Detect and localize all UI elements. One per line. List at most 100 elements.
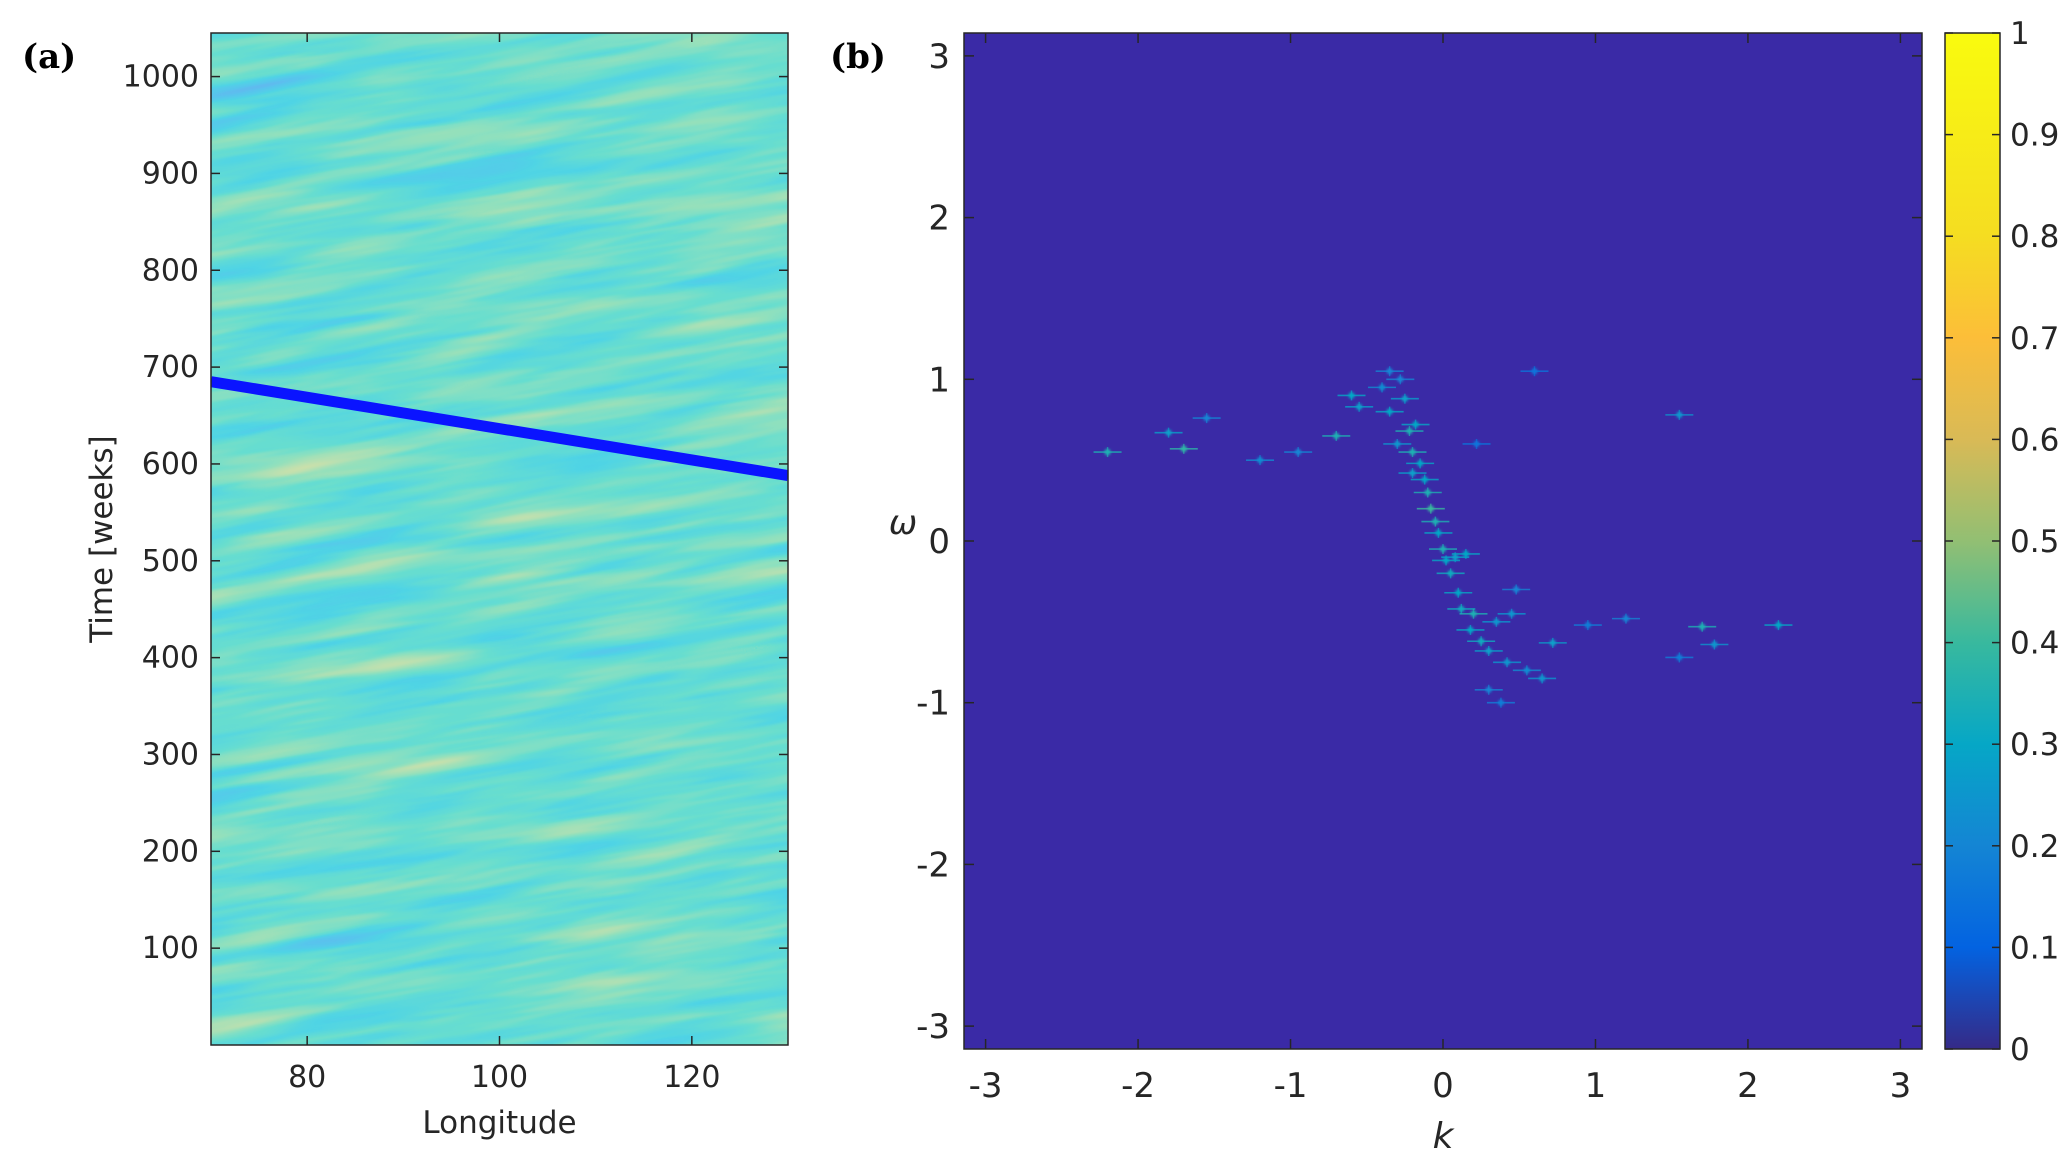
panel-b-y-tick-label: -1 <box>916 684 950 724</box>
spectral-peak <box>1401 419 1430 430</box>
colorbar-tick-label: 0.6 <box>2010 422 2059 458</box>
panel-a-y-tick-label: 700 <box>142 350 199 385</box>
panel-b-x-axis-label: k <box>1433 1116 1456 1157</box>
panel-a-y-axis-label: Time [weeks] <box>84 435 120 644</box>
spectral-peak <box>1764 620 1793 631</box>
panel-b-spectral-peaks <box>1093 366 1793 708</box>
panel-a-y-tick-label: 900 <box>142 156 199 191</box>
panel-a-y-tick-label: 800 <box>142 253 199 288</box>
panel-b-y-tick-label: 1 <box>928 360 950 400</box>
panel-b-spectrum: (b) -3 -2 -1 0 1 2 3 -3 -2 -1 0 1 2 3 k ω <box>830 32 1923 1157</box>
spectral-peak <box>1486 697 1515 708</box>
spectral-peak <box>1456 624 1485 635</box>
spectral-peak <box>1462 438 1491 449</box>
spectral-peak <box>1395 426 1424 437</box>
spectral-peak <box>1700 639 1729 650</box>
panel-a-label: (a) <box>22 37 76 77</box>
panel-b-y-tick-label: 0 <box>928 522 950 562</box>
panel-b-y-tick-label: 2 <box>928 199 950 239</box>
spectral-peak <box>1528 673 1557 684</box>
spectral-peak <box>1421 516 1450 527</box>
panel-a-x-tick-label: 80 <box>288 1060 326 1095</box>
spectral-peak <box>1383 438 1412 449</box>
spectral-peak <box>1482 616 1511 627</box>
panel-a-heatmap-field <box>211 33 788 1045</box>
spectral-peak <box>1398 447 1427 458</box>
spectral-peak <box>1345 401 1374 412</box>
colorbar-tick-label: 0.1 <box>2010 930 2059 966</box>
spectral-peak <box>1192 413 1221 424</box>
panel-a-overlay-line <box>211 376 788 481</box>
colorbar-tick-label: 0.7 <box>2010 321 2059 357</box>
panel-a-y-tick-label: 100 <box>142 931 199 966</box>
spectral-peak <box>1284 447 1313 458</box>
spectral-peak <box>1410 474 1439 485</box>
spectral-peak <box>1154 427 1183 438</box>
spectral-peak <box>1502 584 1531 595</box>
panel-a-x-axis-label: Longitude <box>422 1105 576 1141</box>
panel-b-x-tick-label: -2 <box>1121 1066 1155 1106</box>
panel-b-y-tick-label: 3 <box>928 37 950 77</box>
spectral-peak <box>1497 608 1526 619</box>
panel-b-y-ticks: -3 -2 -1 0 1 2 3 <box>916 37 1922 1047</box>
spectral-peak <box>1093 447 1122 458</box>
spectral-peak <box>1429 544 1457 555</box>
spectral-peak <box>1467 636 1496 647</box>
colorbar-tick-label: 0.9 <box>2010 118 2059 154</box>
colorbar-tick-label: 0.5 <box>2010 524 2059 560</box>
spectral-peak <box>1447 603 1476 614</box>
spectral-peak <box>1459 608 1488 619</box>
panel-a-x-ticks: 80 100 120 <box>288 33 720 1095</box>
panel-b-y-axis-label: ω <box>889 503 917 543</box>
panel-b-x-tick-label: 0 <box>1432 1066 1454 1106</box>
spectral-peak <box>1520 366 1549 377</box>
spectral-peak <box>1416 503 1445 514</box>
spectral-peak <box>1375 366 1404 377</box>
spectral-peak <box>1246 455 1275 466</box>
spectral-peak <box>1368 382 1397 393</box>
panel-b-heatmap-background <box>964 33 1922 1049</box>
spectral-peak <box>1169 443 1198 454</box>
spectral-peak <box>1386 374 1415 385</box>
colorbar-tick-label: 0.8 <box>2010 219 2059 255</box>
spectral-peak <box>1665 409 1694 420</box>
panel-b-y-tick-label: -3 <box>916 1007 950 1047</box>
panel-b-x-tick-label: -1 <box>1274 1066 1308 1106</box>
spectral-peak <box>1413 487 1442 498</box>
panel-b-label: (b) <box>830 37 886 77</box>
colorbar: 0 0.1 0.2 0.3 0.4 0.5 0.6 0.7 0.8 0.9 1 <box>1944 16 2059 1068</box>
panel-a-y-tick-label: 300 <box>142 737 199 772</box>
panel-a-x-tick-label: 120 <box>663 1060 720 1095</box>
spectral-peak <box>1512 665 1541 676</box>
spectral-peak <box>1444 587 1473 598</box>
panel-a-y-tick-label: 400 <box>142 641 199 676</box>
panel-b-x-tick-label: 1 <box>1585 1066 1607 1106</box>
colorbar-gradient <box>1944 32 2001 1050</box>
panel-a-hovmoller: (a) 80 100 120 100 200 300 400 500 600 700 800 900… <box>22 32 789 1141</box>
spectral-peak <box>1337 390 1366 401</box>
panel-b-x-tick-label: 3 <box>1890 1066 1912 1106</box>
panel-a-y-tick-label: 600 <box>142 447 199 482</box>
spectral-peak <box>1493 657 1522 668</box>
spectral-peak <box>1390 393 1419 404</box>
spectral-peak <box>1424 527 1453 538</box>
panel-a-y-ticks: 100 200 300 400 500 600 700 800 900 1000 <box>123 60 788 966</box>
panel-a-y-tick-label: 1000 <box>123 60 199 95</box>
colorbar-ticks: 0 0.1 0.2 0.3 0.4 0.5 0.6 0.7 0.8 0.9 1 <box>1945 16 2059 1068</box>
panel-a-y-tick-label: 500 <box>142 544 199 579</box>
panel-b-y-tick-label: -2 <box>916 845 950 885</box>
spectral-peak <box>1573 620 1602 631</box>
panel-b-x-ticks: -3 -2 -1 0 1 2 3 <box>969 33 1912 1106</box>
colorbar-tick-label: 0.4 <box>2010 626 2059 662</box>
spectral-peak <box>1436 568 1465 579</box>
colorbar-tick-label: 0 <box>2010 1032 2030 1068</box>
panel-b-x-tick-label: 2 <box>1737 1066 1759 1106</box>
spectral-peak <box>1474 645 1503 656</box>
spectral-peak <box>1611 613 1640 624</box>
spectral-peak <box>1375 406 1404 417</box>
spectral-peak <box>1688 621 1717 632</box>
spectral-peak <box>1398 468 1427 479</box>
spectral-peak <box>1406 458 1435 469</box>
panel-a-x-tick-label: 100 <box>471 1060 528 1095</box>
